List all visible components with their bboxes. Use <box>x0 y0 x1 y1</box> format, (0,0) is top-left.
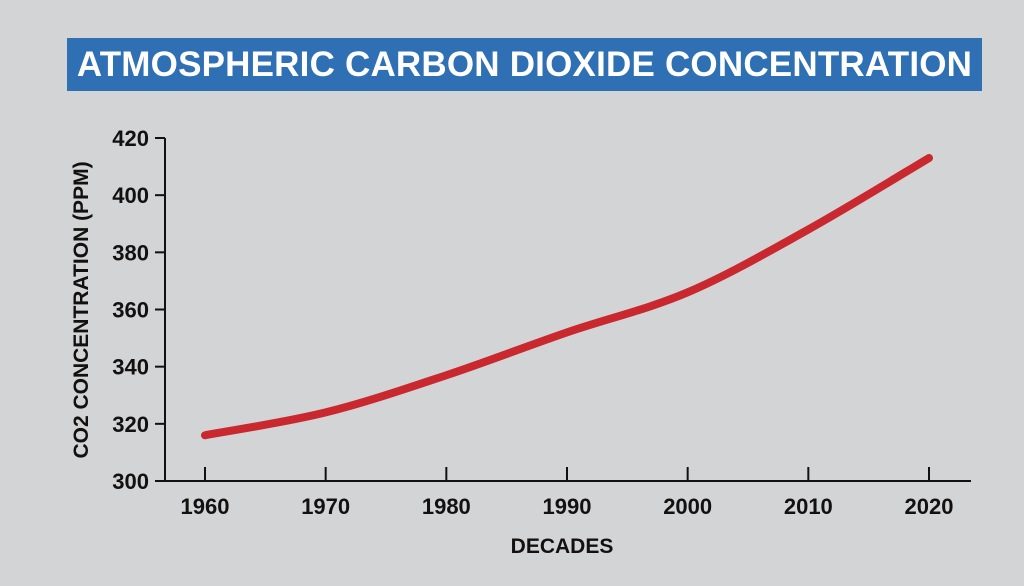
y-tick-label: 400 <box>112 183 149 208</box>
co2-series-line <box>201 154 933 440</box>
x-tick-label: 1960 <box>181 494 230 519</box>
x-tick-label: 2000 <box>663 494 712 519</box>
chart-title: ATMOSPHERIC CARBON DIOXIDE CONCENTRATION <box>76 44 973 84</box>
axes <box>164 138 971 482</box>
y-tick-label: 360 <box>112 298 149 323</box>
x-tick-label: 2010 <box>784 494 833 519</box>
y-ticks: 300 320 340 360 380 400 420 <box>112 126 165 494</box>
y-tick-label: 300 <box>112 469 149 494</box>
chart-title-banner: ATMOSPHERIC CARBON DIOXIDE CONCENTRATION <box>67 38 982 91</box>
y-axis-title: CO2 CONCENTRATION (PPM) <box>70 161 93 458</box>
series-layer <box>201 154 933 440</box>
x-tick-label: 1970 <box>301 494 350 519</box>
y-tick-label: 320 <box>112 412 149 437</box>
x-axis-title: DECADES <box>511 535 614 558</box>
y-tick-label: 340 <box>112 355 149 380</box>
y-tick-label: 420 <box>112 126 149 151</box>
x-tick-label: 2020 <box>905 494 954 519</box>
y-tick-label: 380 <box>112 240 149 265</box>
x-tick-label: 1980 <box>422 494 471 519</box>
x-tick-label: 1990 <box>543 494 592 519</box>
x-ticks: 1960 1970 1980 1990 2000 2010 2020 <box>181 467 954 519</box>
